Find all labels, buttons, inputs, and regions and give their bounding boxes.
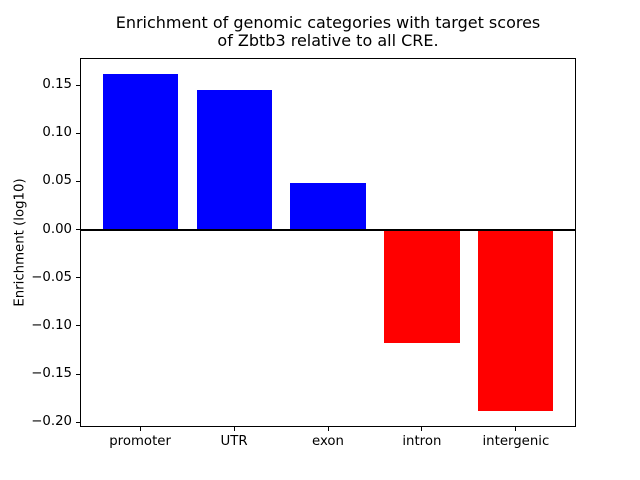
- y-tick-mark: [76, 277, 80, 279]
- y-tick-label: −0.05: [31, 269, 72, 285]
- bar-intergenic: [478, 229, 554, 411]
- x-tick-label-intergenic: intergenic: [482, 434, 550, 449]
- x-tick-mark: [421, 427, 423, 431]
- y-tick-label: 0.00: [42, 221, 72, 237]
- y-tick-label: −0.10: [31, 317, 72, 333]
- y-tick-label: 0.15: [42, 77, 72, 92]
- y-axis-label: Enrichment (log10): [12, 178, 28, 307]
- bar-exon: [290, 183, 366, 230]
- y-tick-label: −0.20: [31, 414, 72, 430]
- y-tick-mark: [76, 229, 80, 230]
- y-tick-mark: [76, 84, 80, 86]
- y-tick-mark: [76, 132, 80, 134]
- bar-intron: [384, 229, 460, 344]
- zero-line: [80, 228, 576, 231]
- y-tick-mark: [76, 325, 80, 327]
- x-tick-mark: [515, 427, 517, 431]
- x-tick-label-exon: exon: [312, 434, 344, 449]
- x-tick-mark: [233, 427, 235, 431]
- bar-promoter: [102, 74, 178, 230]
- y-tick-mark: [76, 373, 80, 375]
- y-tick-label: 0.05: [42, 173, 72, 189]
- chart-title-line2: of Zbtb3 relative to all CRE.: [217, 31, 439, 50]
- x-tick-label-UTR: UTR: [220, 434, 248, 449]
- bar-UTR: [196, 89, 272, 230]
- x-tick-mark: [327, 427, 329, 431]
- x-tick-label-promoter: promoter: [109, 434, 171, 449]
- y-tick-label: −0.15: [31, 366, 72, 381]
- y-tick-label: 0.10: [42, 125, 72, 141]
- chart-title: Enrichment of genomic categories with ta…: [80, 14, 576, 50]
- x-tick-label-intron: intron: [402, 434, 442, 449]
- y-tick-mark: [76, 180, 80, 182]
- y-tick-mark: [76, 421, 80, 423]
- x-tick-mark: [139, 427, 141, 431]
- chart-title-line1: Enrichment of genomic categories with ta…: [115, 13, 541, 32]
